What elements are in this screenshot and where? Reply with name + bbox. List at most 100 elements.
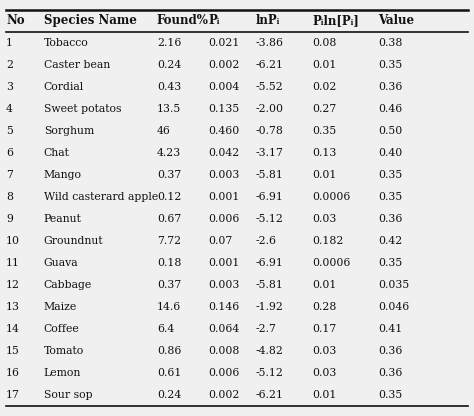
Text: Sweet potatos: Sweet potatos (44, 104, 121, 114)
Text: 13.5: 13.5 (157, 104, 181, 114)
Text: 0.61: 0.61 (157, 368, 181, 378)
Text: -5.81: -5.81 (256, 280, 284, 290)
Text: 11: 11 (6, 258, 20, 268)
Text: 0.03: 0.03 (312, 214, 337, 224)
Text: 17: 17 (6, 390, 20, 400)
Text: 0.08: 0.08 (312, 38, 337, 48)
Text: 0.35: 0.35 (378, 390, 402, 400)
Text: 7: 7 (6, 170, 13, 180)
Text: 10: 10 (6, 236, 20, 246)
Text: 0.28: 0.28 (312, 302, 337, 312)
Text: 0.18: 0.18 (157, 258, 181, 268)
Text: -0.78: -0.78 (256, 126, 284, 136)
Text: No: No (6, 14, 25, 27)
Text: Caster bean: Caster bean (44, 60, 110, 70)
Text: 0.02: 0.02 (312, 82, 337, 92)
Text: 4: 4 (6, 104, 13, 114)
Text: 0.35: 0.35 (378, 170, 402, 180)
Text: 14.6: 14.6 (157, 302, 181, 312)
Text: 13: 13 (6, 302, 20, 312)
Text: Maize: Maize (44, 302, 77, 312)
Text: -2.00: -2.00 (256, 104, 284, 114)
Text: 0.37: 0.37 (157, 170, 181, 180)
Text: 0.182: 0.182 (312, 236, 344, 246)
Text: 0.17: 0.17 (312, 324, 337, 334)
Text: 0.035: 0.035 (378, 280, 410, 290)
Text: 0.13: 0.13 (312, 148, 337, 158)
Text: -3.86: -3.86 (256, 38, 284, 48)
Text: 0.86: 0.86 (157, 346, 181, 356)
Text: 0.37: 0.37 (157, 280, 181, 290)
Text: 0.35: 0.35 (312, 126, 337, 136)
Text: 0.042: 0.042 (209, 148, 240, 158)
Text: 0.27: 0.27 (312, 104, 337, 114)
Text: -2.7: -2.7 (256, 324, 277, 334)
Text: -5.81: -5.81 (256, 170, 284, 180)
Text: 6.4: 6.4 (157, 324, 174, 334)
Text: Sorghum: Sorghum (44, 126, 94, 136)
Text: 0.36: 0.36 (378, 214, 403, 224)
Text: Lemon: Lemon (44, 368, 81, 378)
Text: 16: 16 (6, 368, 20, 378)
Text: 0.002: 0.002 (209, 60, 240, 70)
Text: 46: 46 (157, 126, 171, 136)
Text: 0.12: 0.12 (157, 192, 181, 202)
Text: -2.6: -2.6 (256, 236, 277, 246)
Text: 0.46: 0.46 (378, 104, 402, 114)
Text: 0.24: 0.24 (157, 390, 181, 400)
Text: Groundnut: Groundnut (44, 236, 103, 246)
Text: -6.21: -6.21 (256, 390, 284, 400)
Text: 14: 14 (6, 324, 20, 334)
Text: 0.002: 0.002 (209, 390, 240, 400)
Text: Mango: Mango (44, 170, 82, 180)
Text: Tobacco: Tobacco (44, 38, 89, 48)
Text: 0.001: 0.001 (209, 258, 240, 268)
Text: Cabbage: Cabbage (44, 280, 92, 290)
Text: -1.92: -1.92 (256, 302, 284, 312)
Text: Species Name: Species Name (44, 14, 137, 27)
Text: 0.0006: 0.0006 (312, 258, 351, 268)
Text: 0.046: 0.046 (378, 302, 410, 312)
Text: 0.003: 0.003 (209, 280, 240, 290)
Text: -6.91: -6.91 (256, 192, 284, 202)
Text: 0.03: 0.03 (312, 368, 337, 378)
Text: 0.003: 0.003 (209, 170, 240, 180)
Text: lnPᵢ: lnPᵢ (256, 14, 280, 27)
Text: 15: 15 (6, 346, 20, 356)
Text: 0.03: 0.03 (312, 346, 337, 356)
Text: -4.82: -4.82 (256, 346, 284, 356)
Text: 0.01: 0.01 (312, 280, 337, 290)
Text: 3: 3 (6, 82, 13, 92)
Text: 0.35: 0.35 (378, 258, 402, 268)
Text: 2.16: 2.16 (157, 38, 181, 48)
Text: 0.36: 0.36 (378, 82, 403, 92)
Text: 0.004: 0.004 (209, 82, 240, 92)
Text: 5: 5 (6, 126, 13, 136)
Text: Sour sop: Sour sop (44, 390, 92, 400)
Text: 1: 1 (6, 38, 13, 48)
Text: 0.35: 0.35 (378, 192, 402, 202)
Text: 0.008: 0.008 (209, 346, 240, 356)
Text: 0.67: 0.67 (157, 214, 181, 224)
Text: Cordial: Cordial (44, 82, 84, 92)
Text: 0.35: 0.35 (378, 60, 402, 70)
Text: 8: 8 (6, 192, 13, 202)
Text: Tomato: Tomato (44, 346, 84, 356)
Text: 0.36: 0.36 (378, 346, 403, 356)
Text: 0.006: 0.006 (209, 368, 240, 378)
Text: 0.01: 0.01 (312, 170, 337, 180)
Text: 0.01: 0.01 (312, 60, 337, 70)
Text: 4.23: 4.23 (157, 148, 181, 158)
Text: 9: 9 (6, 214, 13, 224)
Text: 0.41: 0.41 (378, 324, 402, 334)
Text: 2: 2 (6, 60, 13, 70)
Text: 0.24: 0.24 (157, 60, 181, 70)
Text: Chat: Chat (44, 148, 70, 158)
Text: 0.0006: 0.0006 (312, 192, 351, 202)
Text: 12: 12 (6, 280, 20, 290)
Text: Pᵢ: Pᵢ (209, 14, 220, 27)
Text: 0.460: 0.460 (209, 126, 240, 136)
Text: 0.36: 0.36 (378, 368, 403, 378)
Text: Wild casterard apple: Wild casterard apple (44, 192, 158, 202)
Text: 0.40: 0.40 (378, 148, 402, 158)
